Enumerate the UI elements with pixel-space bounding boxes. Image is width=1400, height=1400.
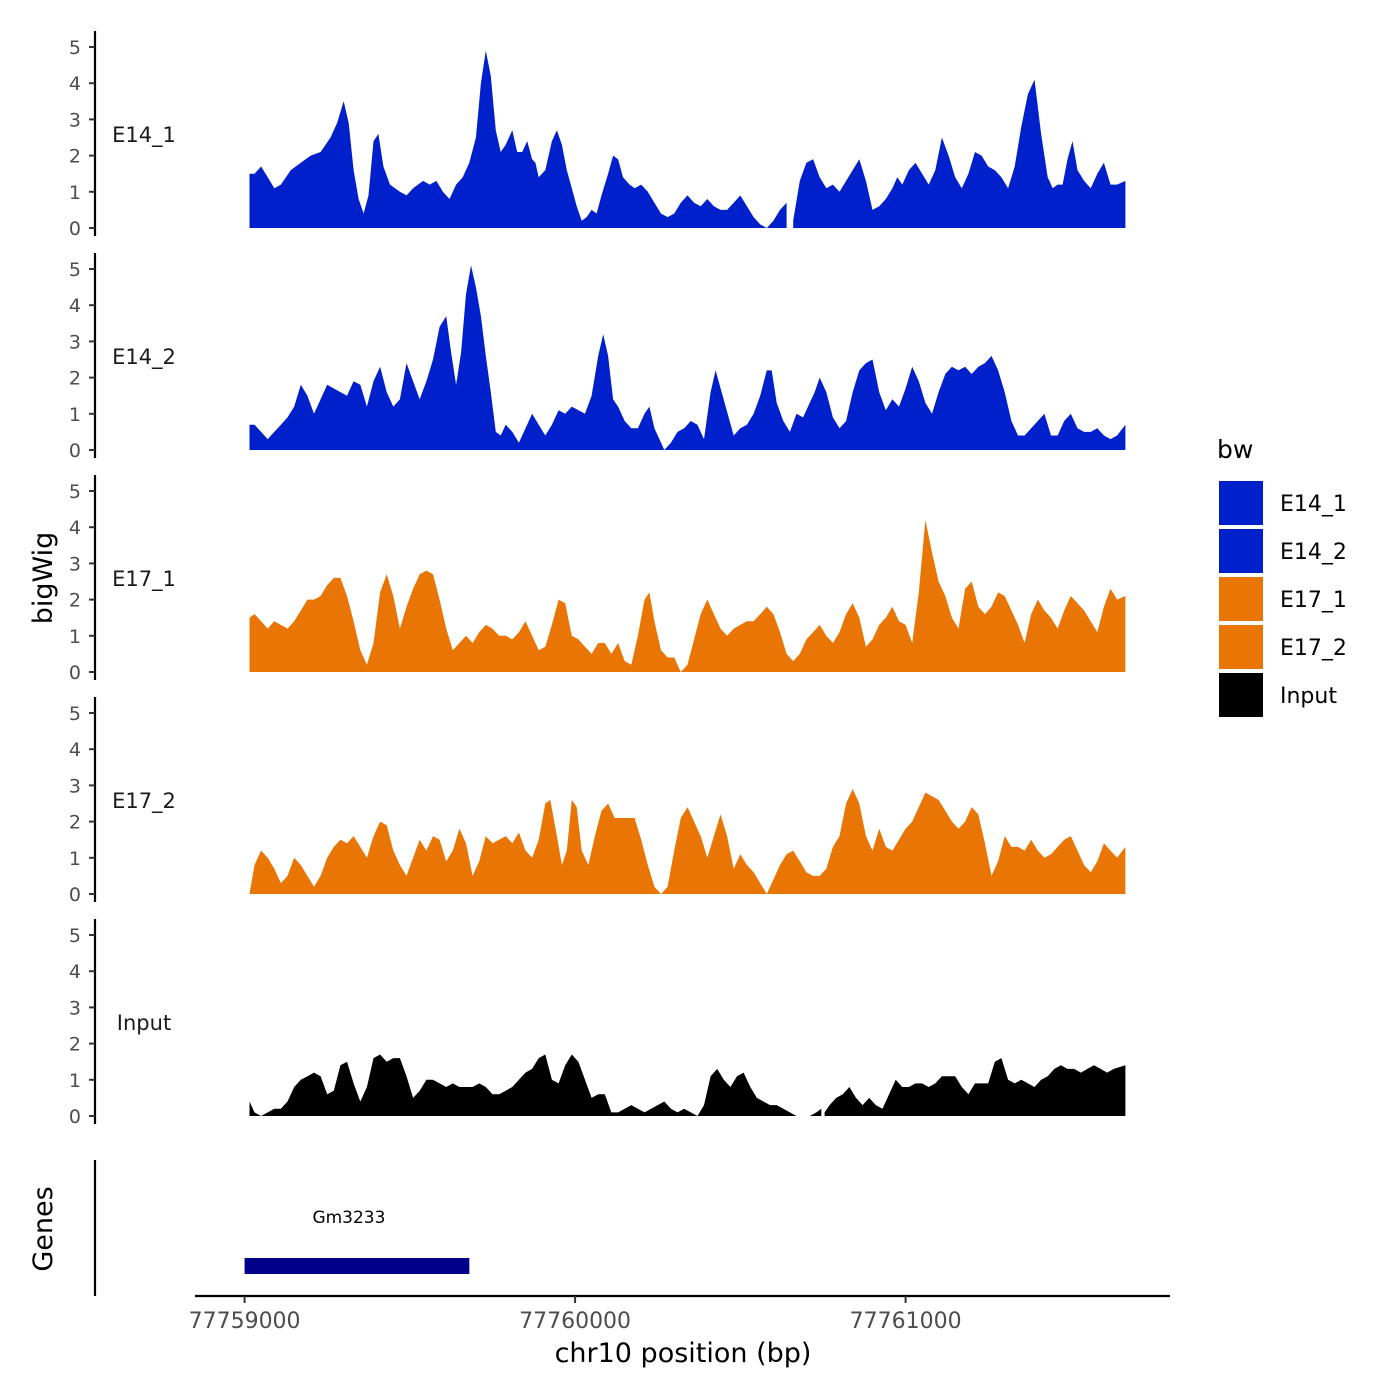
coverage-area-E17_2 <box>249 789 1126 894</box>
track-label: E14_2 <box>112 345 176 370</box>
y-tick-label: 5 <box>69 481 81 503</box>
y-tick-label: 2 <box>69 368 81 390</box>
y-tick-label: 2 <box>69 812 81 834</box>
y-tick-label: 3 <box>69 331 81 353</box>
y-tick-label: 1 <box>69 182 81 204</box>
y-tick-label: 4 <box>69 73 81 95</box>
y-tick-label: 3 <box>69 109 81 131</box>
track-label: E17_1 <box>112 567 176 592</box>
y-tick-label: 2 <box>69 590 81 612</box>
y-axis-title: bigWig <box>28 532 59 625</box>
y-tick-label: 5 <box>69 703 81 725</box>
legend-swatch-E14_2 <box>1217 527 1265 575</box>
y-tick-label: 3 <box>69 775 81 797</box>
legend-label: E14_1 <box>1280 492 1347 517</box>
legend-label: E14_2 <box>1280 540 1347 565</box>
track-label: Input <box>117 1011 171 1035</box>
track-label: E17_2 <box>112 789 176 814</box>
x-axis-title: chr10 position (bp) <box>555 1338 812 1369</box>
y-tick-label: 5 <box>69 925 81 947</box>
track-E14_1: 0 1 2 3 4 5 E14_1 <box>69 31 1126 240</box>
y-tick-label: 2 <box>69 1034 81 1056</box>
coverage-area-E17_1 <box>249 520 1126 672</box>
coverage-area-Input <box>249 1054 1126 1116</box>
gene-label: Gm3233 <box>312 1208 385 1228</box>
gene-bar <box>244 1258 470 1274</box>
track-label: E14_1 <box>112 123 176 148</box>
y-tick-label: 0 <box>69 662 81 684</box>
track-E17_2: 0 1 2 3 4 5 E17_2 <box>69 697 1126 906</box>
legend-swatch-Input <box>1217 671 1265 719</box>
track-E17_1: 0 1 2 3 4 5 E17_1 <box>69 475 1126 684</box>
y-tick-label: 2 <box>69 146 81 168</box>
y-tick-label: 1 <box>69 404 81 426</box>
y-tick-label: 4 <box>69 739 81 761</box>
legend-label: Input <box>1280 684 1337 709</box>
genes-axis-title: Genes <box>28 1186 59 1271</box>
y-tick-label: 1 <box>69 626 81 648</box>
track-Input: 0 1 2 3 4 5 Input <box>69 919 1126 1128</box>
x-tick-label: 77761000 <box>850 1309 962 1334</box>
y-tick-label: 5 <box>69 259 81 281</box>
y-tick-label: 4 <box>69 295 81 317</box>
legend: bw E14_1 E14_2 E17_1 E17_2 Input <box>1217 435 1347 719</box>
coverage-area-E14_2 <box>249 265 1126 450</box>
x-tick-label: 77760000 <box>519 1309 631 1334</box>
y-tick-label: 1 <box>69 848 81 870</box>
y-tick-label: 3 <box>69 553 81 575</box>
legend-swatch-E17_1 <box>1217 575 1265 623</box>
legend-label: E17_2 <box>1280 636 1347 661</box>
legend-label: E17_1 <box>1280 588 1347 613</box>
coverage-area-E14_1 <box>249 50 1126 228</box>
x-axis: 77759000 77760000 77761000 <box>189 1294 1170 1334</box>
y-tick-label: 4 <box>69 961 81 983</box>
legend-title: bw <box>1217 435 1253 464</box>
y-tick-label: 5 <box>69 37 81 59</box>
y-tick-label: 0 <box>69 218 81 240</box>
y-tick-label: 0 <box>69 1106 81 1128</box>
x-tick-label: 77759000 <box>189 1309 301 1334</box>
legend-swatch-E14_1 <box>1217 479 1265 527</box>
y-tick-label: 0 <box>69 884 81 906</box>
legend-swatch-E17_2 <box>1217 623 1265 671</box>
genes-track: Gm3233 <box>93 1160 470 1296</box>
bigwig-tracks: 0 1 2 3 4 5 E14_1 0 1 2 3 4 5 E14_2 0 1 2 3 4 5 E17_1 0 1 2 3 4 5 E… <box>69 31 1126 1128</box>
y-tick-label: 4 <box>69 517 81 539</box>
y-tick-label: 0 <box>69 440 81 462</box>
track-E14_2: 0 1 2 3 4 5 E14_2 <box>69 253 1126 462</box>
y-tick-label: 1 <box>69 1070 81 1092</box>
y-tick-label: 3 <box>69 997 81 1019</box>
